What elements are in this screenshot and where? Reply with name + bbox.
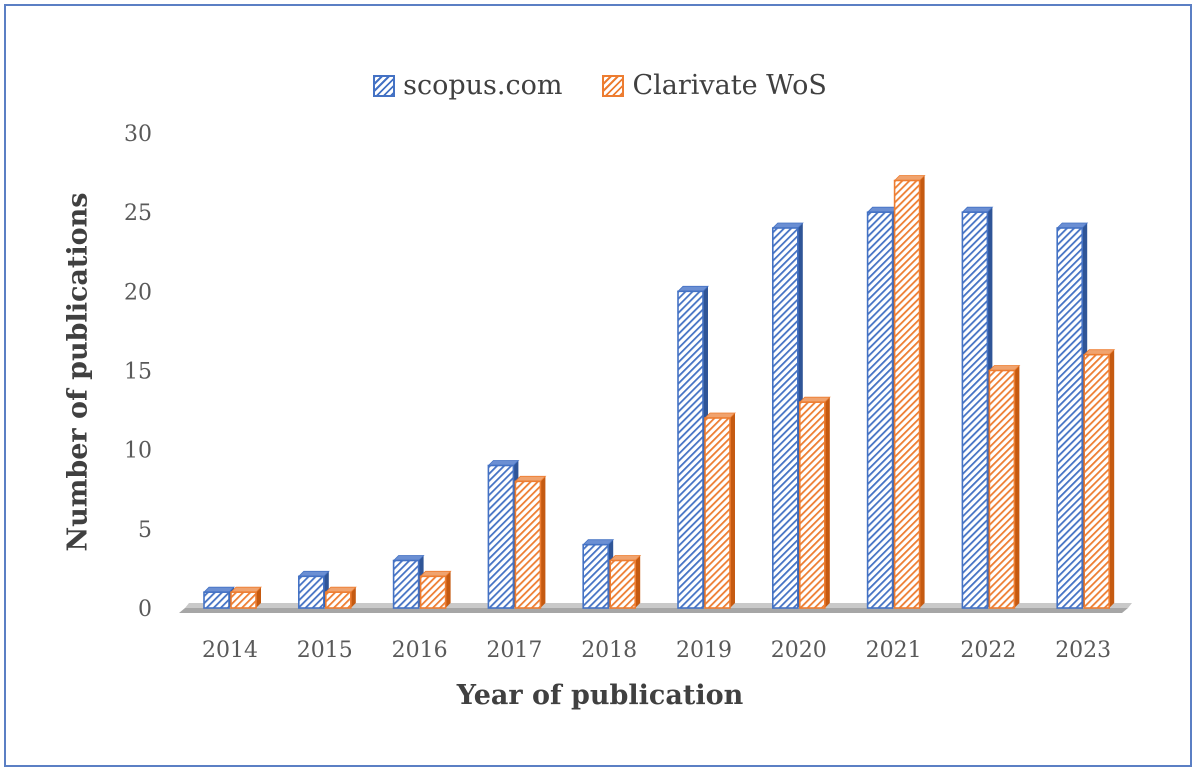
bar-side <box>445 571 451 608</box>
x-tick-label: 2018 <box>581 638 637 663</box>
x-tick-label: 2016 <box>392 638 448 663</box>
bar-front <box>514 480 542 609</box>
bar-scopus <box>392 555 425 609</box>
bar-scopus <box>771 222 804 609</box>
bar-front <box>582 543 610 609</box>
y-tick-label: 25 <box>124 201 152 226</box>
legend-label-scopus: scopus.com <box>403 70 563 101</box>
bar-front <box>392 559 420 609</box>
x-tick-label: 2014 <box>202 638 258 663</box>
y-tick-label: 0 <box>138 597 152 622</box>
floor-front <box>179 608 1128 613</box>
bar-wos <box>230 586 262 609</box>
y-tick-label: 30 <box>124 122 152 147</box>
bar-side <box>1109 349 1115 608</box>
bar-side <box>635 555 641 608</box>
bar-front <box>893 179 921 609</box>
y-tick-label: 10 <box>124 439 152 464</box>
x-tick-label: 2015 <box>297 638 353 663</box>
x-tick-label: 2021 <box>866 638 922 663</box>
bar-front <box>1056 227 1083 609</box>
bar-scopus <box>203 586 235 609</box>
bar-scopus <box>297 570 330 609</box>
bar-wos <box>419 570 452 609</box>
bar-scopus <box>487 460 520 609</box>
bar-front <box>324 591 352 609</box>
bar-front <box>988 369 1016 609</box>
bar-front <box>866 211 894 609</box>
bar-front <box>419 575 447 609</box>
bar-side <box>1014 365 1020 608</box>
bar-wos <box>988 365 1021 609</box>
y-tick-label: 15 <box>124 360 152 385</box>
bar-wos <box>893 175 926 609</box>
bar-front <box>487 464 515 609</box>
bar-wos <box>609 555 642 609</box>
bar-front <box>677 290 704 609</box>
y-tick-label: 20 <box>124 280 152 305</box>
bar-side <box>350 587 356 608</box>
x-tick-label: 2017 <box>486 638 542 663</box>
bar-wos <box>1083 349 1116 609</box>
y-tick-label: 5 <box>138 518 152 543</box>
bar-scopus <box>1056 222 1089 609</box>
x-tick-label: 2019 <box>676 638 732 663</box>
legend-item-scopus: scopus.com <box>373 70 562 101</box>
bar-wos <box>704 412 736 609</box>
bar-front <box>961 211 989 609</box>
x-tick-label: 2020 <box>771 638 827 663</box>
bar-side <box>730 413 735 608</box>
bar-scopus <box>582 539 615 609</box>
x-tick-label: 2023 <box>1055 638 1111 663</box>
bar-front <box>297 575 325 609</box>
x-tick-label: 2022 <box>960 638 1016 663</box>
bar-front <box>230 591 257 609</box>
legend-swatch-wos <box>602 74 625 97</box>
bar-scopus <box>677 285 709 609</box>
legend-label-wos: Clarivate WoS <box>632 70 827 101</box>
legend-item-wos: Clarivate WoS <box>602 70 827 101</box>
x-axis-title: Year of publication <box>456 680 744 711</box>
legend: scopus.com Clarivate WoS <box>0 70 1200 101</box>
bar-front <box>203 591 230 609</box>
bar-front <box>798 401 826 609</box>
bar-side <box>919 175 925 608</box>
legend-swatch-scopus <box>373 74 396 97</box>
bar-wos <box>324 586 357 609</box>
bar-front <box>771 227 799 609</box>
bar-wos <box>514 475 547 609</box>
bar-scopus <box>961 206 994 609</box>
bar-side <box>256 587 261 608</box>
bar-front <box>1083 353 1110 609</box>
bar-scopus <box>866 206 899 609</box>
bar-side <box>824 397 830 608</box>
bar-front <box>704 417 731 609</box>
bar-wos <box>798 396 831 609</box>
bar-front <box>609 559 637 609</box>
chart-frame <box>4 4 1192 767</box>
bar-side <box>540 476 546 608</box>
